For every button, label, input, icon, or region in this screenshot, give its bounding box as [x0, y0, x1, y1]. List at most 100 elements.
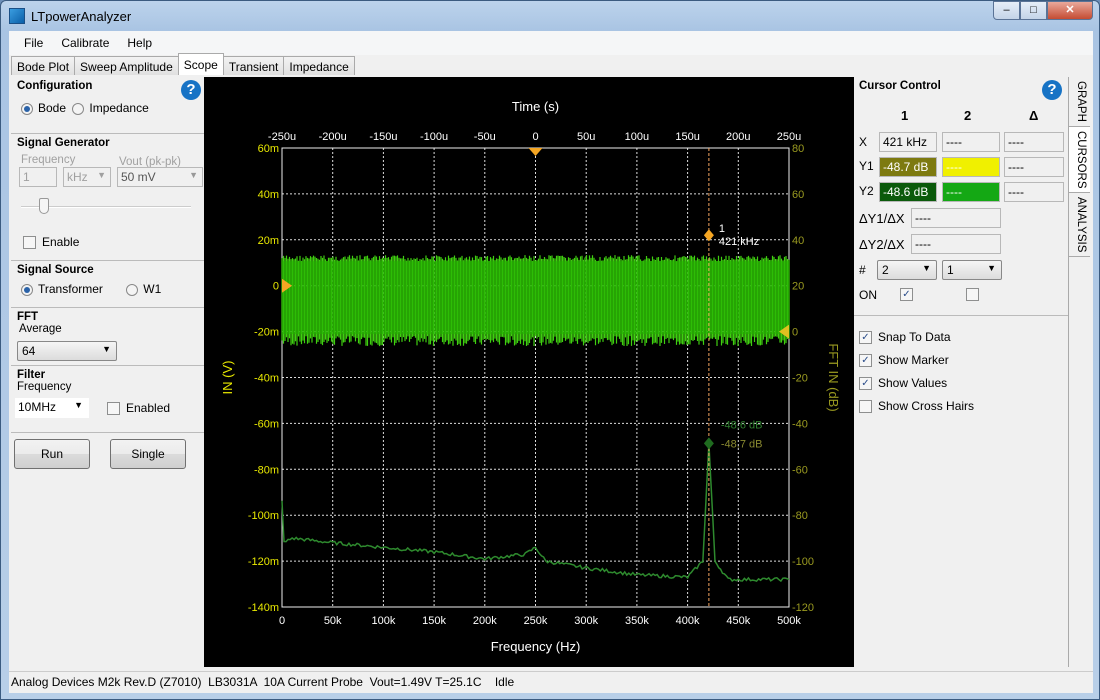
filter-frequency-select[interactable]: 10MHz ▼ — [15, 398, 89, 418]
scope-plot[interactable]: -250u -200u -150u -100u -50u 0 50u 100u 150u 200u… — [204, 77, 854, 667]
help-icon[interactable]: ? — [181, 80, 201, 100]
menu-calibrate[interactable]: Calibrate — [61, 36, 110, 50]
side-tab-analysis[interactable]: ANALYSIS — [1069, 193, 1090, 257]
close-button[interactable]: ✕ — [1047, 1, 1093, 20]
left-zero-marker-icon — [282, 278, 292, 293]
frequency-unit-select[interactable]: kHz ▼ — [63, 167, 111, 187]
side-tab-graph[interactable]: GRAPH — [1069, 77, 1090, 127]
cursor1-on-checkbox[interactable]: ✓ — [900, 288, 913, 301]
vout-select[interactable]: 50 mV ▼ — [117, 167, 203, 187]
maximize-button[interactable]: □ — [1020, 1, 1047, 20]
x-value-2: ---- — [942, 132, 1000, 152]
show-cross-hairs-checkbox[interactable]: Show Cross Hairs — [859, 399, 975, 414]
amplitude-slider-thumb[interactable] — [39, 198, 49, 214]
tab-bode-plot[interactable]: Bode Plot — [11, 56, 76, 75]
bottom-tick-label: 300k — [574, 615, 598, 627]
filter-title: Filter — [17, 369, 46, 381]
radio-label: Bode — [38, 101, 67, 115]
right-tick-label: 20 — [792, 281, 804, 293]
option-label: Show Cross Hairs — [878, 399, 975, 413]
radio-w1[interactable]: W1 — [126, 282, 161, 296]
single-button[interactable]: Single — [110, 439, 186, 469]
radio-transformer[interactable]: Transformer — [21, 282, 103, 296]
option-label: Show Values — [878, 376, 948, 390]
left-tick-label: 0 — [273, 281, 279, 293]
snap-to-data-checkbox[interactable]: ✓ Snap To Data — [859, 330, 951, 345]
show-values-checkbox[interactable]: ✓ Show Values — [859, 376, 948, 391]
right-tick-label: -100 — [792, 556, 814, 568]
tab-sweep-amplitude[interactable]: Sweep Amplitude — [74, 56, 179, 75]
dy2dx-label: ΔY2/ΔX — [859, 237, 905, 252]
left-tick-label: -40m — [254, 373, 279, 385]
average-value: 64 — [22, 344, 36, 358]
top-axis-title: Time (s) — [512, 99, 559, 114]
select-value: 1 — [947, 263, 954, 277]
vout-label: Vout (pk-pk) — [119, 156, 181, 168]
on-label: ON — [859, 288, 877, 302]
top-tick-label: -150u — [369, 131, 397, 143]
amplitude-slider-track[interactable] — [21, 206, 191, 208]
help-icon[interactable]: ? — [1042, 80, 1062, 100]
signal-source-section: Signal Source Transformer W1 — [11, 261, 204, 308]
menu-help[interactable]: Help — [127, 36, 153, 50]
right-tick-label: -80 — [792, 510, 808, 522]
fft-trace — [281, 443, 790, 583]
left-panel: Configuration ? Bode Impedance Signal Ge… — [11, 77, 204, 667]
app-icon — [9, 8, 25, 24]
bottom-tick-label: 150k — [422, 615, 446, 627]
tab-transient[interactable]: Transient — [222, 56, 285, 75]
cursor1-number-select[interactable]: 2 ▼ — [877, 260, 937, 280]
y1-value-1: -48.7 dB — [879, 157, 937, 177]
side-tab-cursors[interactable]: CURSORS — [1069, 127, 1090, 193]
radio-impedance[interactable]: Impedance — [69, 101, 149, 115]
enable-checkbox[interactable] — [23, 236, 36, 250]
y1-value-delta: ---- — [1004, 157, 1064, 177]
bottom-tick-label: 100k — [371, 615, 395, 627]
filter-frequency-label: Frequency — [17, 381, 72, 393]
top-tick-label: 100u — [625, 131, 649, 143]
right-tick-label: -20 — [792, 373, 808, 385]
filter-enabled-label: Enabled — [126, 401, 171, 415]
right-tick-label: 80 — [792, 143, 804, 155]
cursor-control-panel: Cursor Control ? 1 2 Δ X 421 kHz ---- --… — [854, 77, 1068, 667]
radio-icon — [21, 283, 33, 296]
left-tick-label: 60m — [258, 143, 279, 155]
cursor2-on-checkbox[interactable] — [966, 288, 979, 301]
chart-svg[interactable]: -250u -200u -150u -100u -50u 0 50u 100u 150u 200u… — [204, 77, 854, 667]
top-tick-label: -50u — [474, 131, 496, 143]
left-axis-title: IN (V) — [220, 361, 235, 395]
bottom-tick-label: 200k — [473, 615, 497, 627]
signal-generator-title: Signal Generator — [17, 137, 110, 149]
number-label: # — [859, 263, 866, 277]
minimize-button[interactable]: – — [993, 1, 1020, 20]
menu-file[interactable]: File — [24, 36, 44, 50]
bottom-tick-label: 50k — [324, 615, 342, 627]
option-label: Show Marker — [878, 353, 949, 367]
filter-enabled-checkbox[interactable]: Enabled — [107, 401, 171, 416]
y1-value-2: ---- — [942, 157, 1000, 177]
divider — [854, 315, 1068, 316]
cursor2-number-select[interactable]: 1 ▼ — [942, 260, 1002, 280]
left-tick-label: -60m — [254, 418, 279, 430]
cursor-y1-value: -48.7 dB — [721, 438, 763, 450]
col-header-2: 2 — [964, 108, 972, 123]
chevron-down-icon: ▼ — [922, 263, 931, 273]
frequency-input[interactable]: 1 — [19, 167, 57, 187]
top-tick-label: -100u — [420, 131, 448, 143]
filter-frequency-value: 10MHz — [18, 400, 57, 414]
show-marker-checkbox[interactable]: ✓ Show Marker — [859, 353, 949, 368]
cursor-marker-icon — [703, 229, 714, 242]
run-button[interactable]: Run — [14, 439, 90, 469]
configuration-section: Configuration ? Bode Impedance — [11, 77, 204, 134]
average-select[interactable]: 64 ▼ — [17, 341, 117, 361]
side-tabs: GRAPH CURSORS ANALYSIS — [1068, 77, 1090, 667]
title-bar: LTpowerAnalyzer – □ ✕ — [1, 1, 1099, 31]
cursor-control-title: Cursor Control — [859, 80, 941, 92]
tab-scope[interactable]: Scope — [177, 53, 224, 75]
radio-bode[interactable]: Bode — [21, 101, 66, 115]
bottom-tick-label: 0 — [279, 615, 285, 627]
tab-impedance[interactable]: Impedance — [283, 56, 355, 75]
y2-value-1: -48.6 dB — [879, 182, 937, 202]
checkbox-box: ✓ — [859, 331, 872, 345]
filter-section: Filter Frequency 10MHz ▼ Enabled — [11, 366, 204, 433]
